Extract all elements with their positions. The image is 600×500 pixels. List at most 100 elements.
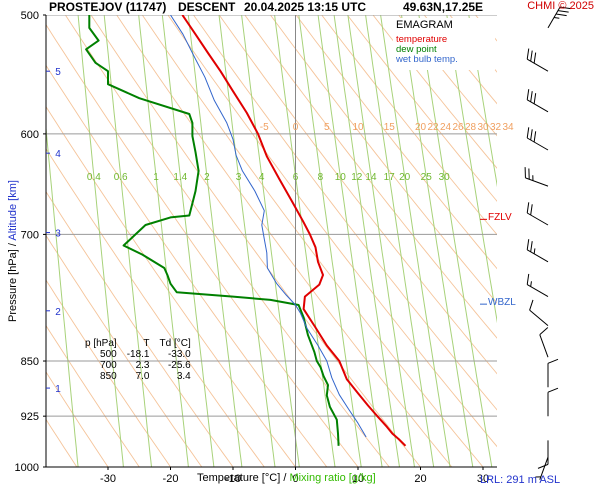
mixing-ratio-label: 0.6 — [114, 172, 128, 183]
wind-barb-feather — [530, 129, 533, 141]
header-station: PROSTEJOV (11747) — [49, 0, 167, 14]
dry-adiabat — [398, 15, 497, 137]
wind-barb — [526, 48, 549, 72]
wind-barb-feather — [559, 6, 571, 10]
legend-item-dew-point: dew point — [396, 44, 437, 55]
dry-adiabat — [46, 190, 234, 467]
table-row: 700 2.3 -25.6 — [80, 360, 196, 371]
wind-barb — [529, 299, 549, 326]
wind-barb-staff — [529, 309, 549, 326]
altitude-tick-label: 1 — [55, 384, 61, 395]
header-location: 49.63N,17.25E — [403, 0, 484, 14]
wind-barb-feather — [530, 91, 533, 102]
mixing-ratio-label: 17 — [384, 172, 396, 183]
wind-barb-feather — [526, 202, 530, 214]
y-axis-label-separator: / — [7, 243, 19, 247]
mixing-ratio-line — [418, 15, 493, 467]
x-axis-label: Temperature [°C] / Mixing ratio [g/kg] — [197, 472, 376, 484]
wind-barb-staff — [539, 334, 549, 358]
pressure-tick-label: 925 — [21, 411, 39, 423]
wind-barb-feather — [539, 327, 549, 336]
dry-adiabat — [46, 371, 109, 467]
wind-barb-feather — [529, 299, 534, 311]
table-cell: 700 — [100, 360, 117, 371]
mixing-ratio-label: 4 — [259, 172, 265, 183]
dry-adiabat — [116, 15, 453, 467]
mixing-ratio-line — [187, 15, 243, 467]
y-axis-label: Pressure [hPa] / Altitude [km] — [7, 166, 19, 336]
wind-barb-feather — [530, 241, 533, 252]
wind-barb — [537, 440, 549, 469]
mixing-ratio-line — [446, 15, 497, 324]
mixing-ratio-line — [46, 122, 79, 467]
table-row: 500 -18.1 -33.0 — [80, 349, 196, 360]
dry-adiabat-label: 24 — [440, 122, 452, 133]
wind-barb-feather — [533, 131, 537, 143]
dry-adiabat — [65, 15, 390, 467]
dry-adiabat-label: -5 — [260, 122, 269, 133]
mixing-ratio-label: 12 — [351, 172, 363, 183]
chart-legend: EMAGRAM temperature dew point wet bulb t… — [393, 18, 495, 70]
series-layer — [85, 15, 407, 447]
mixing-ratio-line — [298, 15, 362, 467]
pressure-tick-label: 700 — [21, 229, 39, 241]
dry-adiabat-label: 0 — [293, 122, 299, 133]
dry-adiabat-label: 10 — [352, 122, 364, 133]
wind-barb — [547, 358, 559, 388]
mixing-ratio-line — [380, 15, 451, 467]
mixing-ratio-line — [77, 15, 124, 467]
dry-adiabat — [295, 15, 497, 270]
dry-adiabat — [501, 15, 600, 467]
wind-barb-feather — [547, 387, 559, 393]
mixing-ratio-label: 0.4 — [87, 172, 101, 183]
dry-adiabat — [372, 15, 497, 169]
wind-barb-feather — [526, 239, 530, 250]
mixing-ratio-line — [138, 15, 189, 467]
wind-barb — [524, 167, 549, 187]
wind-barb-feather — [528, 168, 530, 180]
table-cell: -25.6 — [167, 360, 191, 371]
mixing-ratio-line — [401, 15, 474, 467]
dry-adiabat-label: 5 — [324, 122, 330, 133]
temperature-profile — [181, 15, 407, 447]
summary-col-dewpoint: Td [°C] — [159, 338, 191, 349]
mixing-ratio-label: 14 — [365, 172, 377, 183]
dry-adiabat — [346, 15, 497, 202]
wind-barb-feather — [526, 127, 530, 139]
wind-barb-half-feather — [553, 17, 560, 19]
temperature-tick-label: -20 — [163, 473, 179, 485]
mixing-ratio-label: 3 — [236, 172, 242, 183]
wind-barb-half-feather — [530, 281, 532, 287]
dry-adiabat — [193, 15, 497, 411]
wind-barb-feather — [533, 93, 537, 104]
dry-adiabat — [46, 324, 140, 467]
wind-barb-feather — [526, 89, 530, 100]
wind-barb — [526, 239, 549, 263]
table-cell: 7.0 — [135, 371, 150, 382]
wind-barb-feather — [526, 273, 530, 285]
x-axis-label-mixing-ratio: Mixing ratio [g/kg] — [289, 472, 376, 484]
wind-barb-feather — [524, 167, 526, 178]
mixing-ratio-label: 1.4 — [173, 172, 187, 183]
legend-item-temperature: temperature — [396, 34, 448, 45]
summary-col-temperature: T — [143, 338, 150, 349]
summary-table: p [hPa] T Td [°C] 500 -18.1 -33.0 700 2.… — [80, 338, 196, 382]
dry-adiabat — [46, 279, 171, 467]
temperature-tick-label: -30 — [100, 473, 116, 485]
wind-barb-feather — [557, 10, 569, 13]
temperature-tick-label: 10 — [352, 473, 364, 485]
mixing-ratio-line — [241, 15, 300, 467]
summary-col-pressure: p [hPa] — [85, 338, 117, 349]
temperature-tick-label: -10 — [225, 473, 241, 485]
altitude-tick-label: 2 — [55, 307, 61, 318]
dry-adiabat — [46, 148, 265, 467]
dry-adiabat — [244, 15, 497, 339]
mixing-ratio-label: 8 — [318, 172, 324, 183]
dry-adiabat — [46, 234, 203, 467]
wind-barb — [526, 202, 549, 226]
mixing-ratio-line — [365, 15, 435, 467]
mixing-ratio-line — [468, 15, 497, 188]
wind-barb — [547, 387, 559, 417]
altitude-tick-label: 4 — [55, 149, 61, 160]
